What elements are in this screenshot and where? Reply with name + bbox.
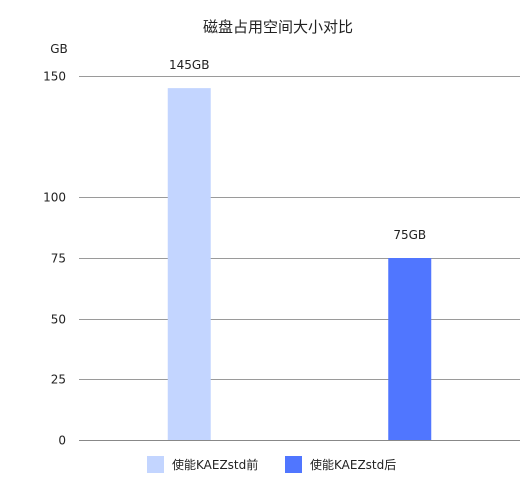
data-label: 145GB [169,58,209,72]
chart-title: 磁盘占用空间大小对比 [203,18,353,36]
y-tick-label: 50 [51,313,66,327]
y-tick-label: 150 [43,70,66,84]
y-tick-label: 25 [51,373,66,387]
y-tick-label: 0 [58,434,66,448]
bar [388,258,432,440]
y-axis-unit-label: GB [50,42,68,56]
bar [167,88,211,440]
data-label: 75GB [393,228,426,242]
y-tick-label: 75 [51,252,66,266]
legend-label: 使能KAEZstd前 [172,457,258,472]
gridlines [79,76,520,441]
y-tick-label: 100 [43,191,66,205]
bars [167,88,432,440]
legend-swatch [285,456,302,473]
text-labels: 磁盘占用空间大小对比 GB 0 25 50 75 100 150 145GB 75GB [43,18,426,448]
legend-label: 使能KAEZstd后 [310,457,396,472]
legend-swatch [147,456,164,473]
legend: 使能KAEZstd前 使能KAEZstd后 [147,456,396,473]
